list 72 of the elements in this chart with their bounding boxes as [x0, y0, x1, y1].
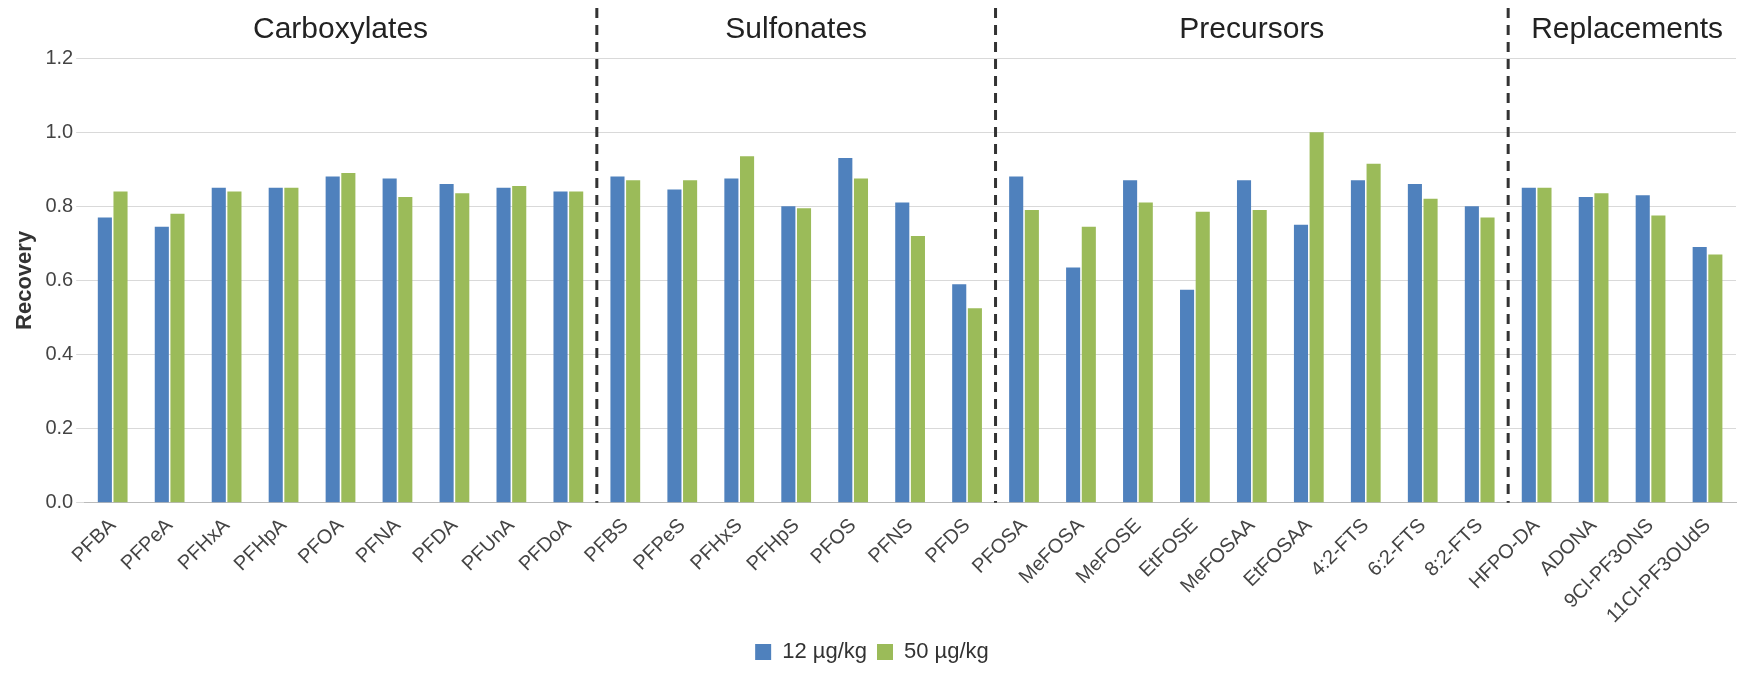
y-tick-label: 0.6	[45, 267, 74, 290]
bar	[97, 217, 112, 503]
bar	[1180, 289, 1195, 503]
bar	[1350, 180, 1365, 503]
bar	[683, 180, 698, 503]
bar	[1024, 209, 1039, 503]
bar	[952, 284, 967, 503]
text: Carboxylates	[252, 11, 429, 45]
y-tick-label: 1.2	[45, 45, 74, 68]
y-tick-label: 0.8	[45, 193, 74, 216]
bar	[398, 197, 413, 503]
y-tick-label: 0.2	[45, 416, 74, 439]
text: Sulfonates	[725, 11, 868, 45]
bar	[1252, 209, 1267, 503]
bar	[1066, 267, 1081, 503]
bar	[455, 193, 470, 503]
bar	[113, 191, 128, 503]
bar	[1081, 226, 1096, 503]
bar	[724, 178, 739, 503]
bar	[1123, 180, 1138, 503]
bar	[1594, 193, 1609, 503]
bar	[382, 178, 397, 503]
bar	[853, 178, 869, 503]
bar	[1366, 163, 1381, 503]
bar	[610, 176, 625, 503]
bar	[154, 226, 169, 503]
bar	[268, 187, 283, 503]
bar	[1309, 132, 1324, 503]
bar	[1423, 198, 1438, 503]
bar	[1407, 184, 1422, 503]
bar	[569, 191, 584, 503]
bar	[781, 206, 796, 503]
bar	[227, 191, 242, 503]
bar	[496, 187, 511, 503]
bar	[325, 176, 340, 503]
text: Replacements	[1531, 11, 1723, 45]
legend-label: 12 µg/kg	[782, 638, 867, 664]
text: Precursors	[1179, 11, 1325, 45]
bar	[895, 202, 910, 503]
bar	[1537, 187, 1552, 503]
y-tick-label: 0.0	[45, 490, 74, 513]
y-tick-label: 0.4	[45, 342, 74, 365]
bar	[967, 308, 982, 503]
bar	[1464, 206, 1479, 503]
bar	[796, 208, 812, 503]
y-tick-label: 1.0	[45, 119, 74, 142]
bar	[1521, 187, 1536, 503]
bar	[1578, 197, 1593, 503]
bar	[512, 185, 527, 503]
bar	[1692, 247, 1707, 503]
bar	[1635, 195, 1650, 503]
bar	[553, 191, 568, 503]
y-axis-title: Recovery	[11, 230, 37, 330]
bar	[1009, 176, 1024, 503]
bar	[1236, 180, 1252, 503]
bar	[170, 213, 185, 503]
bar	[1708, 254, 1723, 503]
bar	[740, 156, 755, 503]
bar	[1138, 202, 1153, 503]
bar	[341, 172, 356, 503]
bar	[626, 180, 641, 503]
bar	[667, 189, 682, 503]
bar	[838, 158, 853, 503]
legend-label: 50 µg/kg	[904, 638, 989, 664]
bar	[211, 187, 226, 503]
bar	[284, 187, 299, 503]
bar	[1651, 215, 1666, 503]
bar	[1195, 211, 1210, 503]
bar	[910, 235, 925, 503]
bar	[1293, 224, 1309, 503]
bar	[439, 184, 454, 503]
bar	[1480, 217, 1495, 503]
